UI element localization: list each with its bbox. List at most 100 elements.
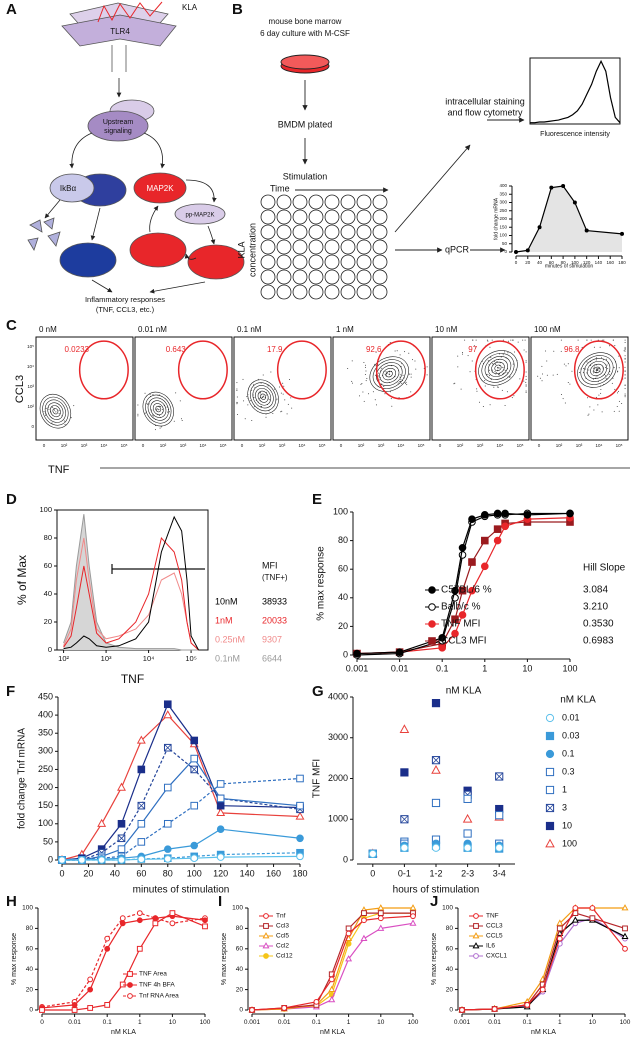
contour <box>382 367 397 381</box>
x-tick-label: 10 <box>522 664 532 674</box>
legend-symbol <box>545 785 555 795</box>
data-point <box>345 925 352 932</box>
panel-label: A <box>6 1 17 18</box>
legend-label: TNF Area <box>139 971 167 978</box>
data-point <box>295 811 305 820</box>
legend-label: C57BL/6 % <box>441 585 492 596</box>
gate-percent: 96.8 <box>564 345 580 354</box>
x-tick-label: 10³ <box>180 443 187 448</box>
x-tick-label: 10⁵ <box>319 443 326 448</box>
x-tick-label: 140 <box>595 260 603 265</box>
x-tick-label: 60 <box>549 260 555 265</box>
series-line <box>356 512 571 655</box>
event-dot <box>603 339 605 341</box>
event-dot <box>596 368 598 370</box>
y-tick-label: 40 <box>26 966 34 973</box>
y-tick-label: 200 <box>38 782 53 792</box>
legend-label: Ccl5 <box>276 933 289 940</box>
legend-label: 0.03 <box>562 730 580 740</box>
marker-cross <box>190 765 198 774</box>
event-dot <box>152 394 154 396</box>
event-dot <box>604 375 606 377</box>
x-tick-label: 3-4 <box>493 869 506 879</box>
well <box>340 209 356 225</box>
event-dot <box>404 351 406 353</box>
event-dot <box>251 419 253 421</box>
data-point <box>216 780 225 788</box>
well <box>356 254 372 270</box>
mfi-value: 9307 <box>262 634 282 644</box>
event-dot <box>525 375 527 377</box>
x-tick-label: 0.01 <box>488 1019 501 1026</box>
y-tick-label: 300 <box>38 746 53 756</box>
event-dot <box>595 371 597 373</box>
data-point <box>87 1005 94 1011</box>
event-dot <box>362 391 364 393</box>
event-dot <box>51 422 53 424</box>
event-dot <box>274 388 276 390</box>
data-point <box>399 724 410 733</box>
data-point <box>493 536 502 545</box>
data-point <box>431 699 441 708</box>
contour <box>257 390 269 403</box>
event-dot <box>361 382 363 384</box>
data-point <box>400 768 409 777</box>
event-dot <box>624 355 626 357</box>
y-tick-label: 100 <box>232 905 243 912</box>
data-point <box>525 248 530 253</box>
event-dot <box>501 389 503 391</box>
data-point <box>202 923 208 930</box>
marker-cross <box>117 834 126 842</box>
marker-cross <box>137 802 145 810</box>
marker-cross <box>546 804 554 812</box>
event-dot <box>498 367 500 369</box>
contour <box>478 350 518 386</box>
event-dot <box>497 374 499 376</box>
ligand-label: KLA <box>182 3 198 12</box>
data-point <box>481 511 489 519</box>
plated-label: BMDM plated <box>278 119 333 129</box>
y-tick-label: 40 <box>338 592 348 602</box>
contour <box>577 352 617 388</box>
data-point <box>589 905 596 911</box>
event-dot <box>399 374 401 376</box>
contour <box>147 397 169 421</box>
map2k-node <box>133 172 187 204</box>
legend-label: Balb/c % <box>441 602 481 613</box>
marker-cross <box>495 772 504 781</box>
data-point <box>216 807 226 817</box>
legend-symbol <box>473 923 479 929</box>
marker-cross <box>432 756 440 765</box>
data-point <box>97 818 107 827</box>
x-tick-label: 120 <box>583 260 591 265</box>
contour <box>39 393 72 429</box>
well <box>260 284 276 300</box>
x-tick-label: 10³ <box>576 443 583 448</box>
well <box>260 194 276 210</box>
data-point <box>377 904 385 911</box>
x-tick-label: 0 <box>40 1019 44 1026</box>
y-tick-label: 10⁴ <box>27 364 34 369</box>
x-tick-label: 100 <box>187 869 202 879</box>
event-dot <box>605 358 607 360</box>
data-point <box>458 543 467 552</box>
legend-symbol <box>545 821 555 831</box>
data-point <box>584 228 589 233</box>
event-dot <box>181 420 183 422</box>
event-dot <box>525 371 527 373</box>
data-point <box>622 925 628 932</box>
event-dot <box>537 375 539 377</box>
event-dot <box>595 359 597 361</box>
event-dot <box>374 399 376 401</box>
y-tick-label: 40 <box>44 589 52 598</box>
event-dot <box>613 410 615 412</box>
x-tick-label: 10⁵ <box>185 654 196 663</box>
data-point <box>561 184 566 188</box>
data-point <box>117 856 126 864</box>
x-tick-label: 10⁵ <box>220 443 227 448</box>
data-point <box>400 843 409 852</box>
event-dot <box>495 372 497 374</box>
x-tick-label: 10 <box>377 1019 385 1026</box>
contour <box>255 387 272 406</box>
well <box>356 284 372 300</box>
